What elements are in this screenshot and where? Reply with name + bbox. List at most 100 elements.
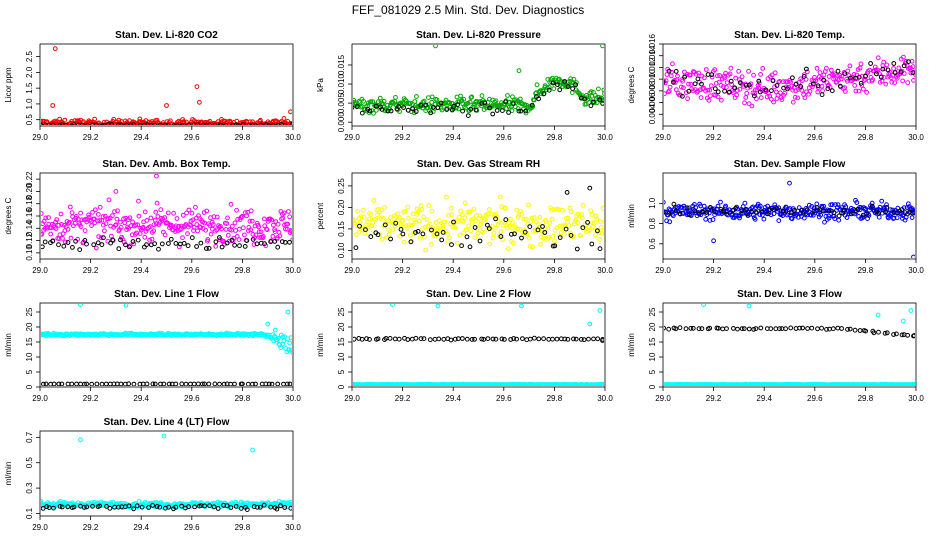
data-point bbox=[720, 326, 726, 332]
data-point bbox=[772, 70, 778, 76]
data-point bbox=[158, 381, 163, 386]
data-point bbox=[760, 66, 766, 71]
x-tick-label: 29.0 bbox=[655, 266, 671, 275]
data-point bbox=[783, 209, 789, 214]
data-point bbox=[462, 215, 468, 221]
data-point bbox=[759, 209, 765, 215]
data-point bbox=[539, 229, 545, 235]
data-point bbox=[467, 244, 473, 250]
plot-frame bbox=[39, 430, 294, 517]
data-point bbox=[165, 210, 171, 216]
data-point bbox=[272, 227, 278, 233]
data-point bbox=[733, 205, 738, 211]
data-point bbox=[824, 65, 829, 71]
data-point bbox=[689, 212, 694, 217]
data-point bbox=[520, 336, 525, 342]
data-point bbox=[203, 227, 209, 233]
data-point bbox=[477, 238, 483, 244]
data-point bbox=[173, 241, 179, 246]
data-point bbox=[588, 103, 594, 109]
data-point bbox=[62, 117, 68, 123]
data-point bbox=[746, 101, 752, 107]
data-point bbox=[174, 126, 178, 130]
y-axis-label: ml/min bbox=[4, 333, 13, 357]
data-point bbox=[777, 326, 782, 332]
data-point bbox=[831, 76, 836, 82]
data-point bbox=[817, 207, 823, 213]
data-point bbox=[211, 504, 217, 510]
y-tick-label: 0.25 bbox=[337, 178, 346, 194]
data-point bbox=[527, 224, 533, 230]
data-point bbox=[804, 69, 810, 75]
x-tick-label: 29.6 bbox=[184, 266, 200, 275]
x-tick-label: 29.6 bbox=[807, 133, 823, 142]
plot-frame bbox=[351, 43, 606, 127]
data-point bbox=[539, 91, 544, 96]
data-point bbox=[51, 381, 57, 386]
panel-title: Stan. Dev. Sample Flow bbox=[734, 159, 846, 170]
data-point bbox=[511, 336, 517, 341]
data-point bbox=[46, 215, 51, 221]
data-point bbox=[905, 80, 911, 86]
data-point bbox=[264, 226, 269, 232]
data-point bbox=[703, 216, 709, 222]
data-point bbox=[145, 123, 150, 125]
data-point bbox=[515, 226, 520, 232]
data-point bbox=[590, 224, 596, 230]
data-point bbox=[701, 203, 707, 209]
data-point bbox=[601, 381, 604, 386]
data-point bbox=[263, 122, 269, 125]
data-point bbox=[405, 337, 411, 342]
y-tick-label: 10 bbox=[337, 352, 346, 361]
data-point bbox=[107, 505, 113, 511]
data-point bbox=[361, 98, 366, 104]
data-point bbox=[751, 327, 757, 332]
data-point bbox=[436, 336, 442, 342]
data-point bbox=[768, 326, 774, 332]
data-point bbox=[856, 74, 862, 80]
data-point bbox=[249, 122, 255, 125]
data-point bbox=[804, 66, 809, 72]
data-point bbox=[543, 219, 549, 224]
data-point bbox=[574, 80, 579, 85]
data-point bbox=[695, 76, 701, 82]
data-point bbox=[353, 105, 355, 110]
data-point bbox=[707, 93, 713, 99]
data-point bbox=[502, 337, 507, 342]
data-point bbox=[739, 208, 745, 214]
data-point bbox=[742, 200, 748, 206]
data-point bbox=[780, 208, 786, 214]
data-point bbox=[98, 122, 104, 125]
data-point bbox=[711, 208, 717, 214]
data-point bbox=[429, 94, 435, 100]
data-point bbox=[699, 326, 705, 332]
data-point bbox=[675, 73, 680, 79]
data-point bbox=[801, 215, 807, 221]
data-point bbox=[397, 233, 403, 239]
data-point bbox=[444, 107, 450, 112]
data-point bbox=[755, 83, 761, 88]
data-point bbox=[71, 504, 77, 510]
data-point bbox=[97, 218, 103, 224]
data-point bbox=[46, 505, 52, 511]
data-point bbox=[899, 207, 905, 212]
data-point bbox=[664, 210, 666, 215]
data-point bbox=[727, 89, 732, 95]
data-point bbox=[157, 122, 163, 125]
data-point bbox=[847, 63, 853, 69]
y-axis-label: Licor ppm bbox=[4, 67, 13, 102]
data-point bbox=[131, 122, 136, 125]
data-point bbox=[586, 225, 592, 230]
data-point bbox=[560, 207, 565, 213]
data-point bbox=[247, 218, 253, 224]
data-point bbox=[857, 328, 863, 333]
data-point bbox=[41, 381, 46, 386]
data-point bbox=[583, 101, 589, 107]
data-point bbox=[693, 71, 699, 77]
data-point bbox=[907, 210, 912, 215]
data-point bbox=[63, 239, 68, 245]
y-axis-label: ml/min bbox=[627, 204, 636, 228]
data-point bbox=[429, 99, 435, 105]
data-point bbox=[673, 208, 679, 214]
data-point bbox=[253, 232, 259, 238]
